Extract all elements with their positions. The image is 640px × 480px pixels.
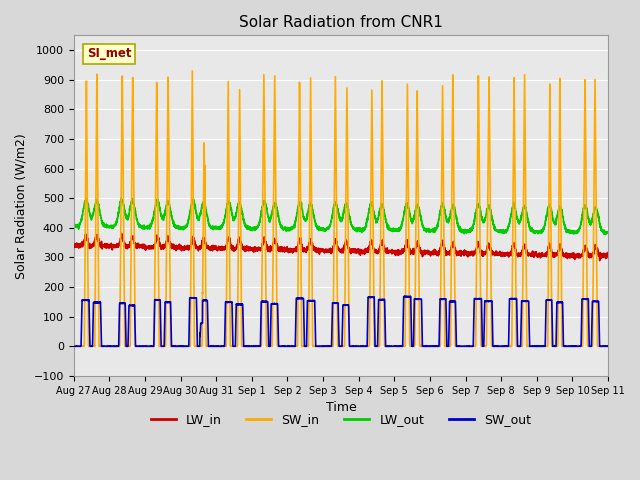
SW_in (604, 343, 611, 349)
Line: SW_out: SW_out (74, 296, 608, 346)
SW_out (431, 343, 439, 349)
LW_in (118, 230, 125, 236)
SW_out (321, 343, 328, 349)
LW_out (117, 195, 125, 201)
SW_out (166, 299, 173, 305)
LW_in (604, 252, 611, 258)
Line: LW_out: LW_out (74, 198, 608, 235)
LW_in (321, 248, 329, 254)
SW_out (604, 343, 612, 349)
SW_out (491, 343, 499, 349)
SW_in (491, 343, 499, 349)
LW_out (431, 227, 439, 232)
LW_in (431, 252, 439, 257)
Text: SI_met: SI_met (87, 47, 131, 60)
SW_in (70, 343, 77, 349)
SW_in (461, 343, 468, 349)
SW_in (321, 343, 329, 349)
LW_out (491, 227, 499, 233)
LW_out (604, 229, 611, 235)
LW_in (596, 258, 604, 264)
SW_out (604, 343, 611, 349)
SW_in (70, 343, 77, 349)
SW_in (166, 255, 173, 261)
X-axis label: Time: Time (326, 401, 356, 414)
LW_out (604, 229, 612, 235)
LW_out (70, 223, 77, 229)
Line: SW_in: SW_in (74, 71, 608, 346)
SW_out (70, 343, 77, 349)
LW_out (602, 232, 609, 238)
LW_out (461, 228, 468, 234)
SW_out (461, 343, 468, 349)
LW_in (604, 250, 612, 255)
SW_in (604, 343, 612, 349)
Line: LW_in: LW_in (74, 233, 608, 261)
SW_out (401, 293, 408, 299)
SW_in (189, 68, 196, 74)
Legend: LW_in, SW_in, LW_out, SW_out: LW_in, SW_in, LW_out, SW_out (145, 408, 536, 431)
LW_in (491, 252, 499, 258)
LW_out (321, 226, 329, 231)
LW_in (70, 241, 77, 247)
Y-axis label: Solar Radiation (W/m2): Solar Radiation (W/m2) (15, 133, 28, 278)
LW_in (166, 240, 173, 246)
SW_in (431, 343, 439, 349)
LW_out (166, 204, 173, 210)
Title: Solar Radiation from CNR1: Solar Radiation from CNR1 (239, 15, 443, 30)
LW_in (461, 247, 468, 253)
